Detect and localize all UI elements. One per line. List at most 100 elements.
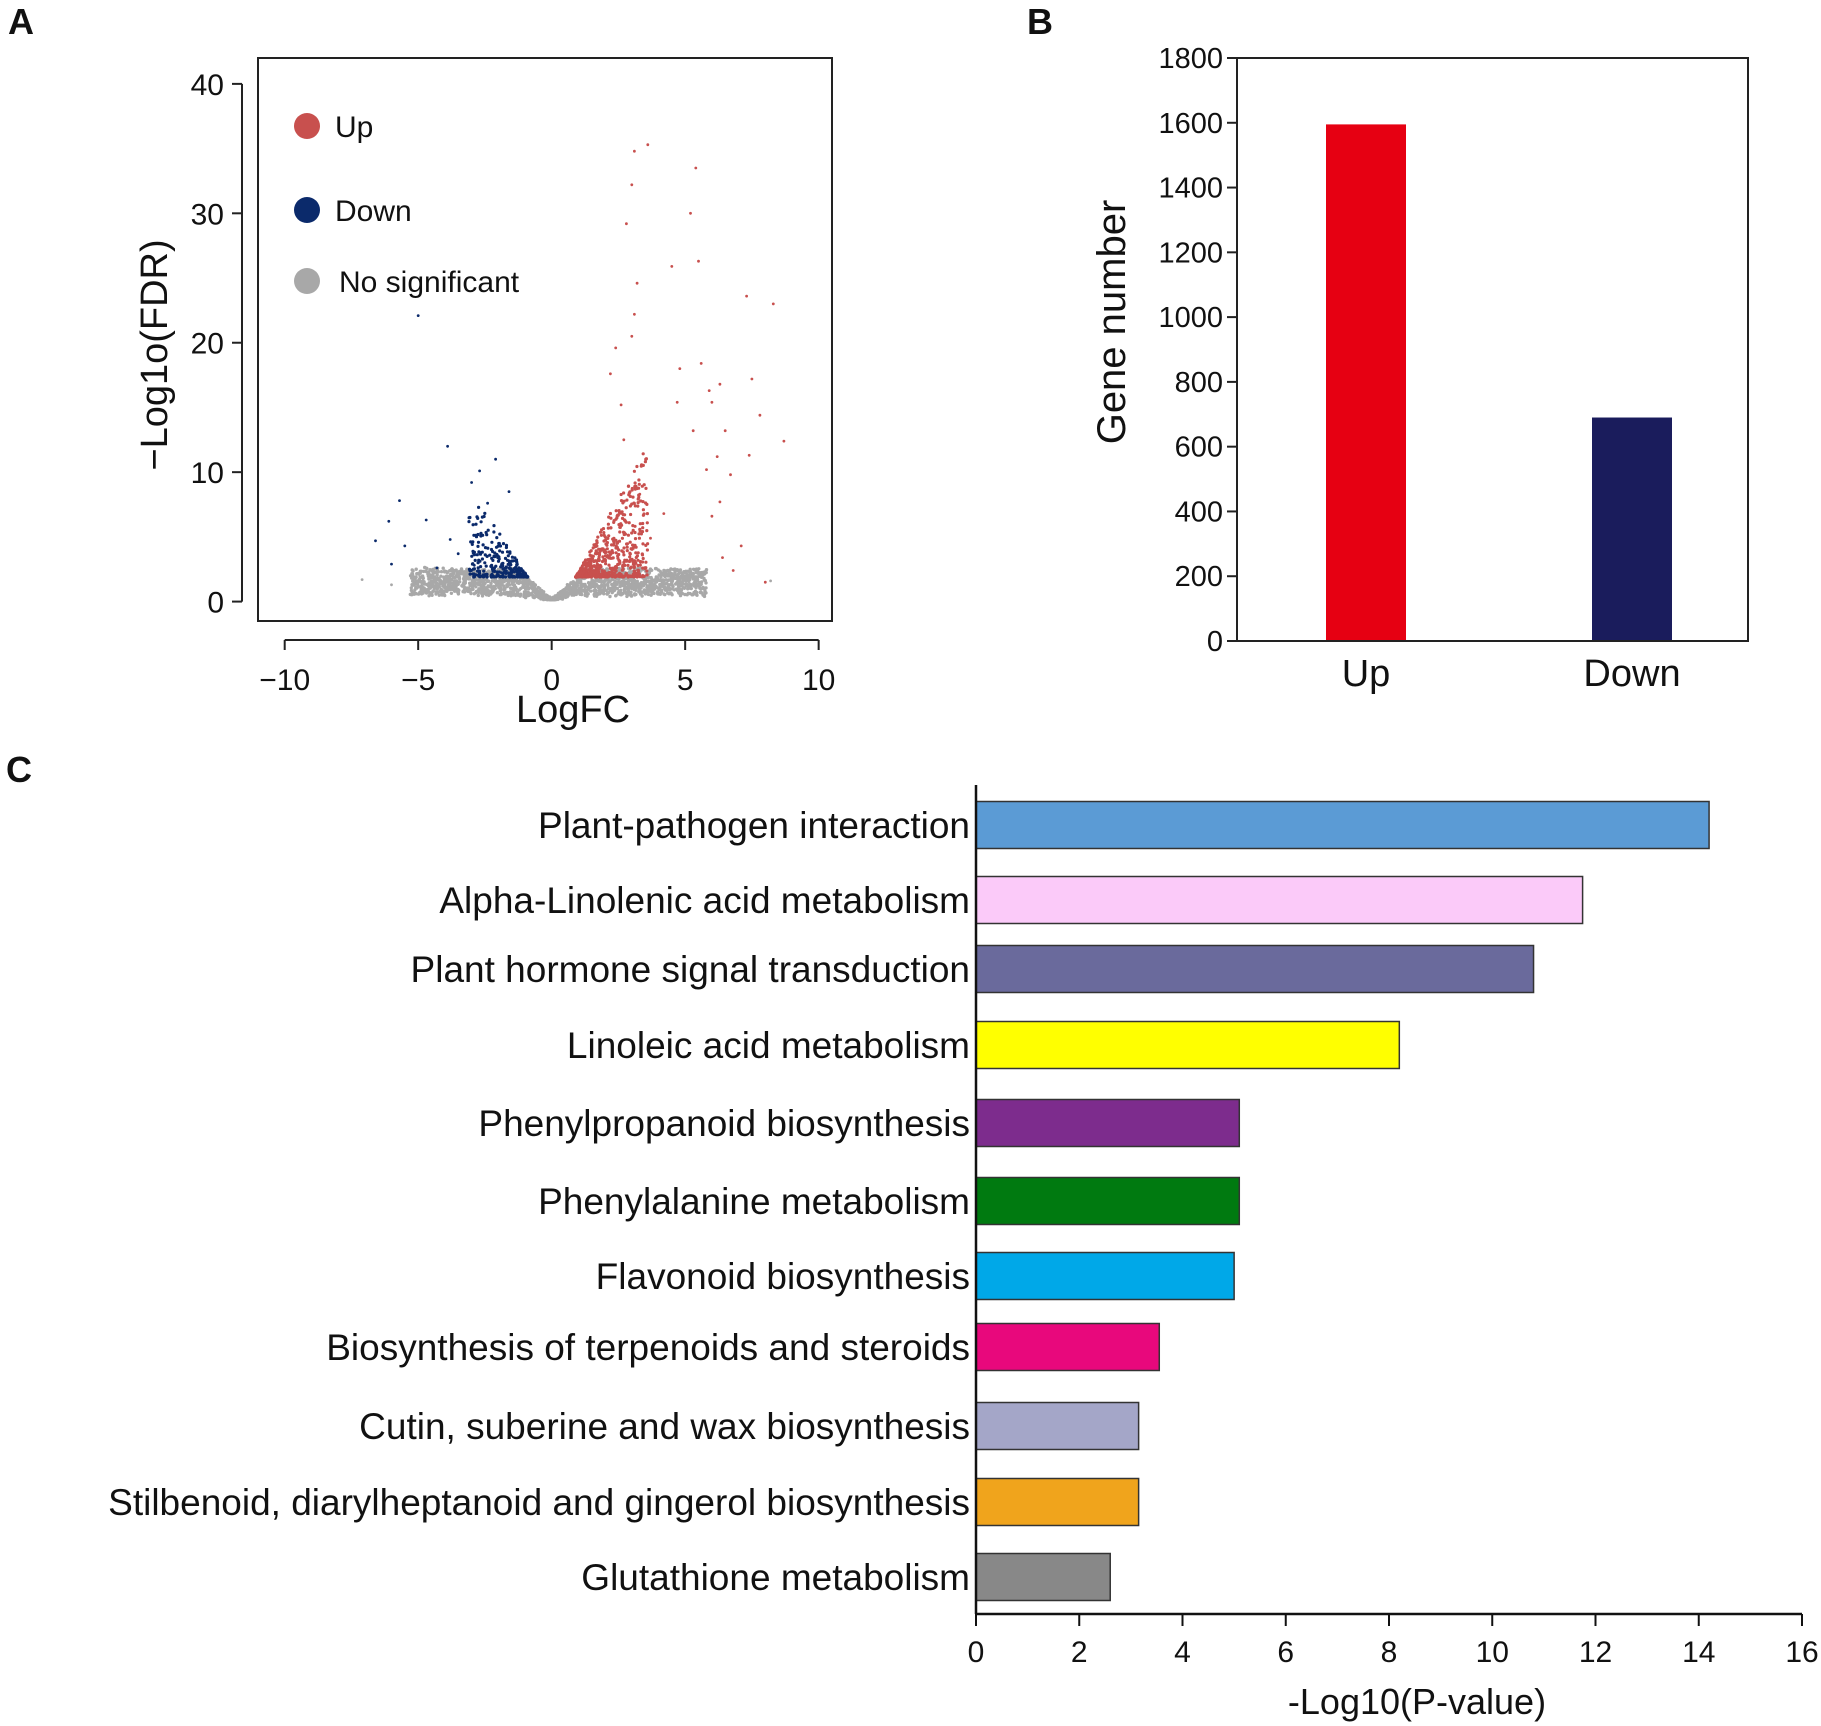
volcano-point-down (489, 573, 493, 578)
volcano-point-down (477, 505, 481, 509)
volcano-point-no-significant (613, 583, 617, 587)
volcano-point-up (631, 543, 635, 548)
legend-marker-no-significant (294, 268, 320, 294)
volcano-point-no-significant (650, 568, 654, 572)
volcano-point-no-significant (661, 571, 665, 576)
volcano-point-no-significant (659, 575, 663, 579)
volcano-y-tick-label: 40 (191, 69, 224, 102)
volcano-point-no-significant (665, 588, 669, 592)
volcano-point-up (625, 549, 629, 553)
pathway-bar (975, 1477, 1140, 1527)
pathway-x-tick-label: 0 (968, 1636, 985, 1669)
volcano-point-no-significant (643, 577, 647, 581)
volcano-point-no-significant (676, 580, 681, 585)
pathway-label: Alpha-Linolenic acid metabolism (439, 880, 970, 921)
gene-number-y-tick-label: 1200 (1158, 237, 1223, 269)
volcano-point-no-significant (548, 597, 553, 602)
volcano-point-down (472, 567, 476, 571)
volcano-point-up (602, 533, 606, 538)
volcano-point-up (594, 551, 599, 555)
volcano-point-no-significant (769, 579, 772, 583)
volcano-point-up (592, 573, 596, 577)
pathway-x-tick-label: 4 (1174, 1636, 1191, 1669)
volcano-point-down (510, 559, 514, 563)
volcano-point-up (630, 557, 634, 561)
volcano-point-no-significant (629, 594, 634, 598)
volcano-point-no-significant (656, 592, 660, 596)
volcano-point-down (496, 554, 500, 558)
volcano-point-no-significant (668, 572, 672, 576)
volcano-point-up (605, 575, 609, 579)
volcano-point-up (603, 551, 607, 555)
volcano-point-up (603, 554, 608, 558)
volcano-point-up (645, 569, 649, 573)
volcano-point-up (603, 559, 608, 563)
volcano-point-no-significant (455, 575, 459, 579)
legend-marker-up (294, 113, 320, 139)
volcano-point-down (500, 550, 505, 554)
pathway-x-tick-label: 16 (1785, 1636, 1818, 1669)
pathway-bar (975, 1322, 1161, 1372)
volcano-point-up (599, 547, 603, 552)
volcano-point-no-significant (418, 569, 422, 573)
volcano-point-no-significant (528, 581, 532, 586)
volcano-point-no-significant (497, 585, 501, 589)
volcano-point-no-significant (457, 588, 461, 592)
volcano-point-up (699, 362, 703, 365)
volcano-point-up (599, 575, 604, 579)
volcano-x-tick-label: 10 (802, 664, 835, 697)
volcano-point-up (609, 526, 613, 530)
volcano-point-down (517, 566, 521, 570)
volcano-point-up (606, 522, 611, 526)
volcano-point-no-significant (612, 586, 616, 590)
volcano-point-up (613, 575, 617, 579)
volcano-point-no-significant (524, 579, 528, 583)
volcano-point-down (519, 567, 523, 571)
volcano-point-no-significant (507, 591, 511, 595)
volcano-point-up (617, 548, 621, 552)
volcano-point-no-significant (669, 567, 673, 571)
volcano-point-no-significant (683, 569, 688, 574)
volcano-point-no-significant (435, 569, 440, 573)
volcano-point-up (689, 211, 692, 215)
volcano-point-no-significant (498, 588, 502, 593)
volcano-point-no-significant (463, 573, 468, 578)
volcano-point-down (517, 570, 521, 574)
volcano-point-no-significant (449, 591, 454, 595)
volcano-point-no-significant (703, 589, 707, 593)
volcano-point-no-significant (664, 578, 668, 582)
volcano-point-up (644, 457, 649, 461)
volcano-point-up (633, 569, 637, 574)
volcano-point-no-significant (424, 569, 428, 574)
volcano-point-up (622, 546, 626, 550)
volcano-point-no-significant (442, 575, 446, 579)
volcano-point-down (485, 575, 489, 579)
volcano-point-up (633, 487, 637, 491)
volcano-point-up (710, 514, 714, 518)
volcano-point-no-significant (601, 589, 606, 594)
volcano-point-up (608, 511, 613, 516)
volcano-point-no-significant (589, 589, 593, 593)
volcano-point-no-significant (454, 587, 458, 592)
volcano-point-up (636, 558, 640, 562)
volcano-point-up (631, 528, 635, 533)
volcano-point-up (613, 571, 617, 575)
volcano-point-up (606, 571, 610, 575)
volcano-point-up (641, 452, 645, 456)
volcano-point-no-significant (433, 570, 437, 574)
volcano-point-up (697, 259, 700, 263)
volcano-point-up (670, 265, 674, 268)
volcano-point-no-significant (456, 570, 460, 575)
volcano-point-down (486, 528, 490, 532)
volcano-point-up (637, 486, 641, 490)
volcano-point-down (506, 562, 510, 566)
volcano-point-up (600, 528, 604, 532)
volcano-point-no-significant (439, 570, 444, 574)
volcano-point-down (489, 547, 494, 552)
volcano-point-down (475, 553, 479, 557)
volcano-point-no-significant (468, 577, 472, 581)
volcano-point-no-significant (698, 574, 702, 578)
volcano-point-up (591, 546, 595, 550)
volcano-point-no-significant (625, 581, 630, 585)
volcano-point-up (595, 539, 599, 543)
